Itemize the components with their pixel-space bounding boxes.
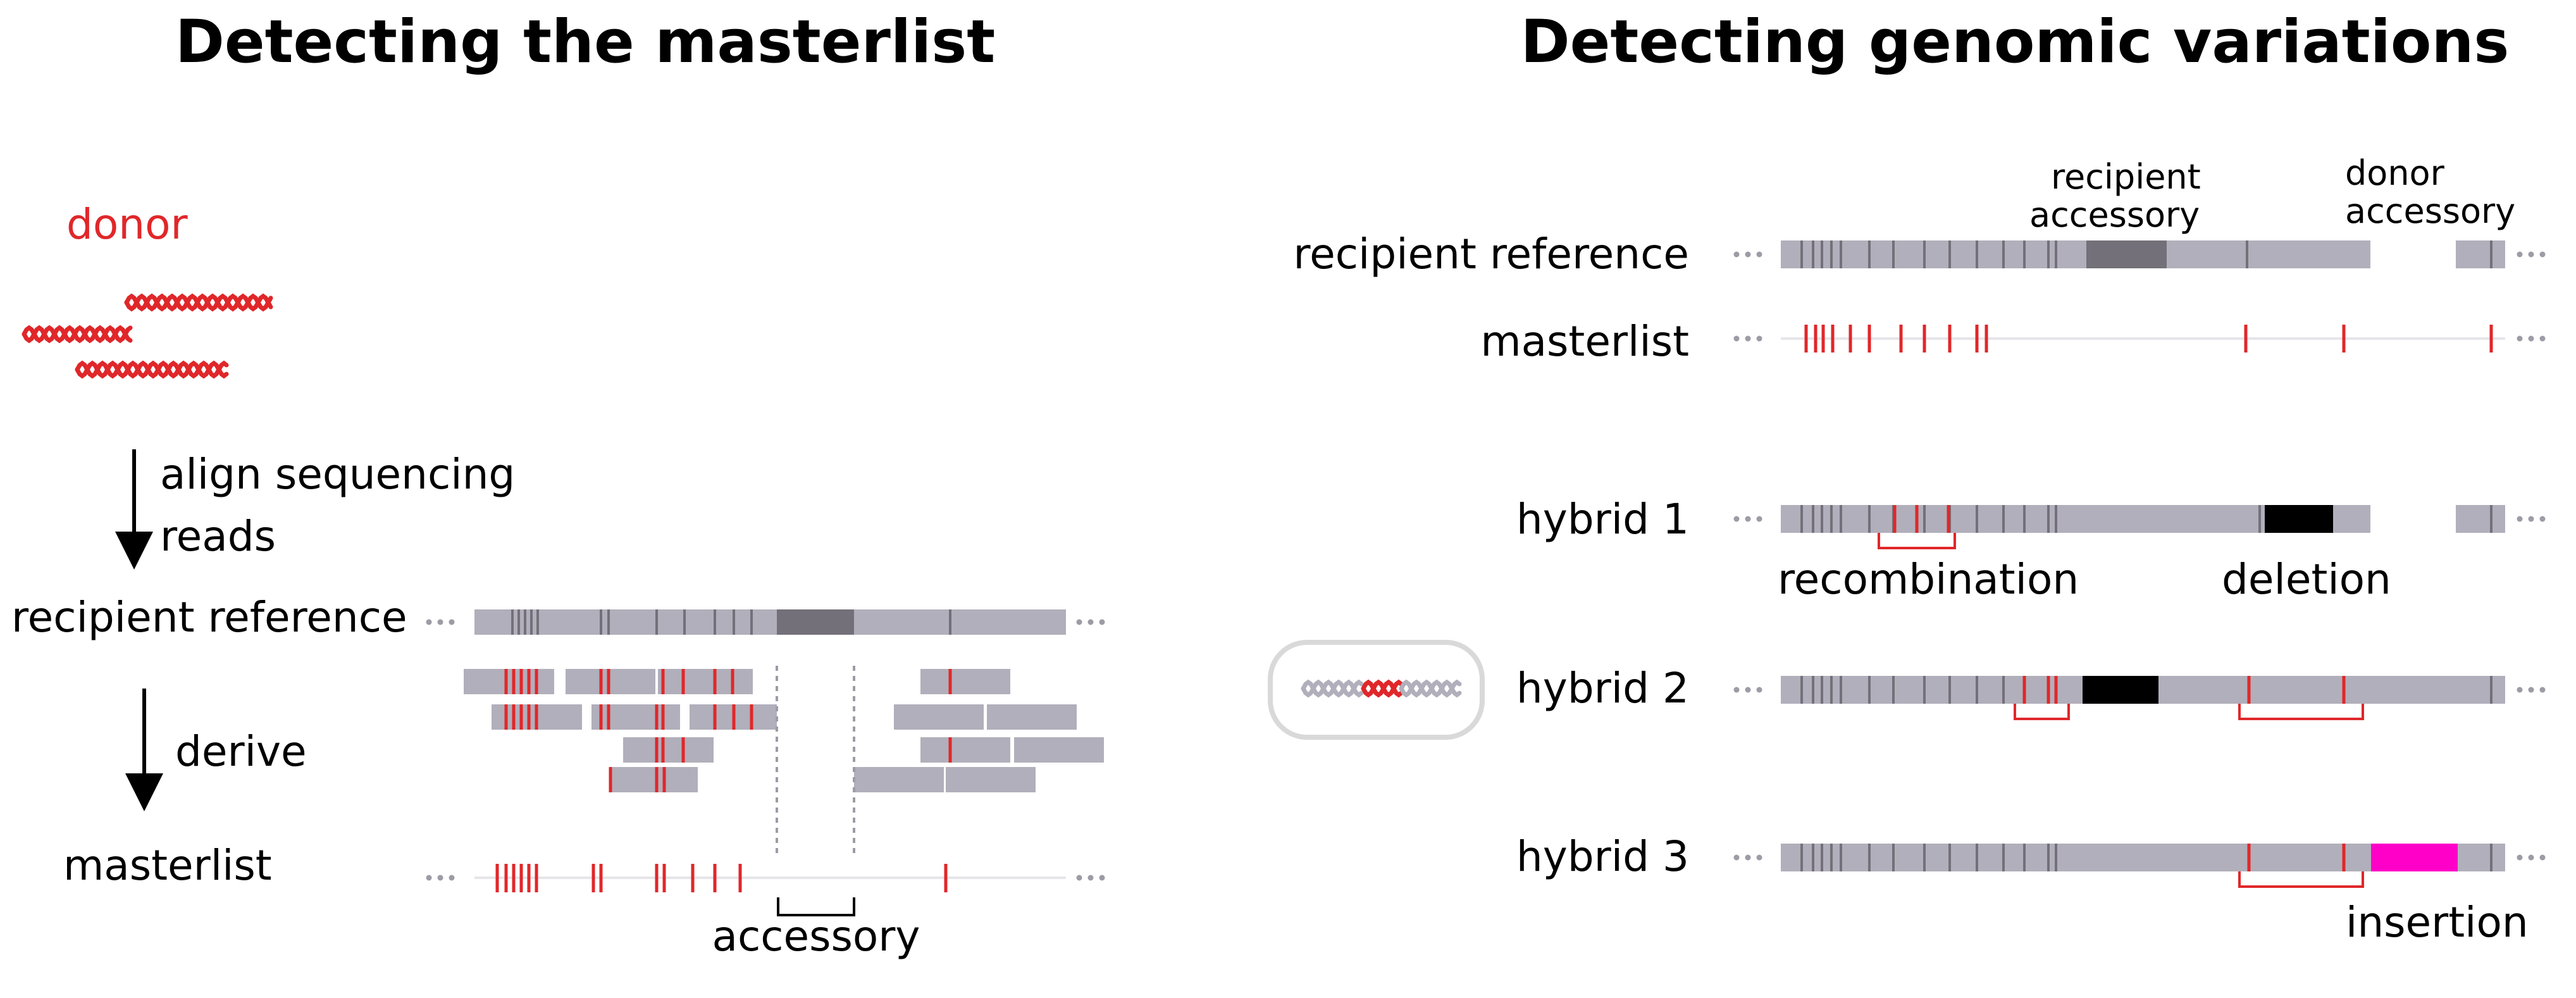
read-bar: [920, 737, 1010, 763]
dna-helix: [1301, 679, 1364, 698]
sequencing-read: [1014, 737, 1104, 763]
read-bar: [894, 704, 984, 730]
right-recipient-reference-track: [1733, 240, 2546, 268]
right-tracks: [1733, 240, 2546, 888]
dna-helix: [22, 325, 133, 344]
recombination-bracket: [2238, 704, 2364, 720]
insertion-label: insertion: [2346, 898, 2529, 947]
track-segment: [2456, 240, 2505, 268]
sequencing-read: [492, 704, 582, 730]
sequencing-read: [987, 704, 1077, 730]
trailing-dots: [2517, 854, 2546, 861]
leading-dots: [1733, 854, 1762, 861]
sequencing-read: [920, 737, 1010, 763]
dna-helix: [1399, 679, 1462, 698]
recombination-bracket: [2238, 871, 2364, 888]
donor-label: donor: [66, 200, 188, 249]
deletion-region: [2083, 676, 2158, 704]
deletion-label: deletion: [2222, 555, 2391, 604]
accessory-bracket: [777, 897, 855, 916]
left-recipient-reference-label: recipient reference: [11, 593, 407, 642]
sequencing-read: [591, 704, 680, 730]
read-bar: [566, 669, 655, 694]
left-masterlist-label: masterlist: [63, 841, 272, 890]
right-masterlist-label: masterlist: [1480, 317, 1689, 366]
recombination-label: recombination: [1778, 555, 2079, 604]
dna-helix: [1361, 679, 1404, 698]
sequencing-read: [920, 669, 1010, 694]
track-segment: [1781, 240, 2370, 268]
sequencing-read: [464, 669, 554, 694]
recipient-accessory-label-line2: accessory: [2029, 195, 2200, 235]
leading-dots: [426, 875, 455, 881]
right-panel-title: Detecting genomic variations: [1521, 8, 2510, 77]
aligned-reads: [464, 669, 1104, 792]
read-bar: [591, 704, 680, 730]
derive-step-label: derive: [175, 727, 307, 776]
insertion-region: [2371, 844, 2458, 871]
reference-segment: [474, 609, 1066, 635]
sequencing-read: [946, 767, 1036, 792]
sequencing-read: [609, 767, 698, 792]
donor-accessory-label-line1: donor: [2345, 153, 2445, 193]
trailing-dots: [2517, 516, 2546, 522]
leading-dots: [426, 619, 455, 625]
dna-helix: [75, 360, 229, 379]
right-masterlist-track: [1733, 325, 2546, 352]
trailing-dots: [2517, 687, 2546, 693]
donor-accessory-label-line2: accessory: [2345, 191, 2515, 231]
left-recipient-reference-track: [426, 609, 1105, 635]
trailing-dots: [2517, 335, 2546, 342]
left-panel-title: Detecting the masterlist: [175, 8, 995, 77]
sequencing-read: [623, 737, 714, 763]
trailing-dots: [1076, 619, 1105, 625]
sequencing-read: [566, 669, 655, 694]
left-masterlist-track: [426, 864, 1105, 892]
leading-dots: [1733, 251, 1762, 258]
leading-dots: [1733, 335, 1762, 342]
hybrid-cell-icon: [1268, 640, 1485, 740]
read-bar: [609, 767, 698, 792]
read-bar: [946, 767, 1036, 792]
read-bar: [623, 737, 714, 763]
accessory-region: [777, 609, 854, 635]
sequencing-read: [854, 767, 944, 792]
read-bar: [987, 704, 1077, 730]
read-bar: [464, 669, 554, 694]
hybrid-2-label: hybrid 2: [1516, 664, 1689, 713]
read-bar: [854, 767, 944, 792]
sequencing-read: [690, 704, 777, 730]
trailing-dots: [1076, 875, 1105, 881]
read-bar: [658, 669, 753, 694]
align-step-label-line1: align sequencing: [160, 450, 515, 499]
dna-helix: [124, 293, 273, 312]
right-recipient-reference-label: recipient reference: [1293, 230, 1689, 278]
hybrid-3-track: [1733, 844, 2546, 888]
sequencing-read: [658, 669, 753, 694]
recombination-bracket: [1878, 533, 1956, 549]
align-step-label-line2: reads: [160, 512, 276, 561]
accessory-label: accessory: [712, 912, 920, 961]
dna-helix-icon: [22, 293, 273, 379]
track-segment: [2456, 505, 2505, 533]
hybrid-1-label: hybrid 1: [1516, 495, 1689, 544]
deletion-region: [2265, 505, 2333, 533]
read-bar: [1014, 737, 1104, 763]
recipient-accessory-label-line1: recipient: [2051, 157, 2201, 197]
hybrid-2-track: [1733, 676, 2546, 720]
recombination-bracket: [2014, 704, 2070, 720]
hybrid-1-track: [1733, 505, 2546, 549]
hybrid-3-label: hybrid 3: [1516, 832, 1689, 881]
read-bar: [920, 669, 1010, 694]
leading-dots: [1733, 516, 1762, 522]
trailing-dots: [2517, 251, 2546, 258]
sequencing-read: [894, 704, 984, 730]
recipient-accessory-region: [2086, 240, 2167, 268]
leading-dots: [1733, 687, 1762, 693]
